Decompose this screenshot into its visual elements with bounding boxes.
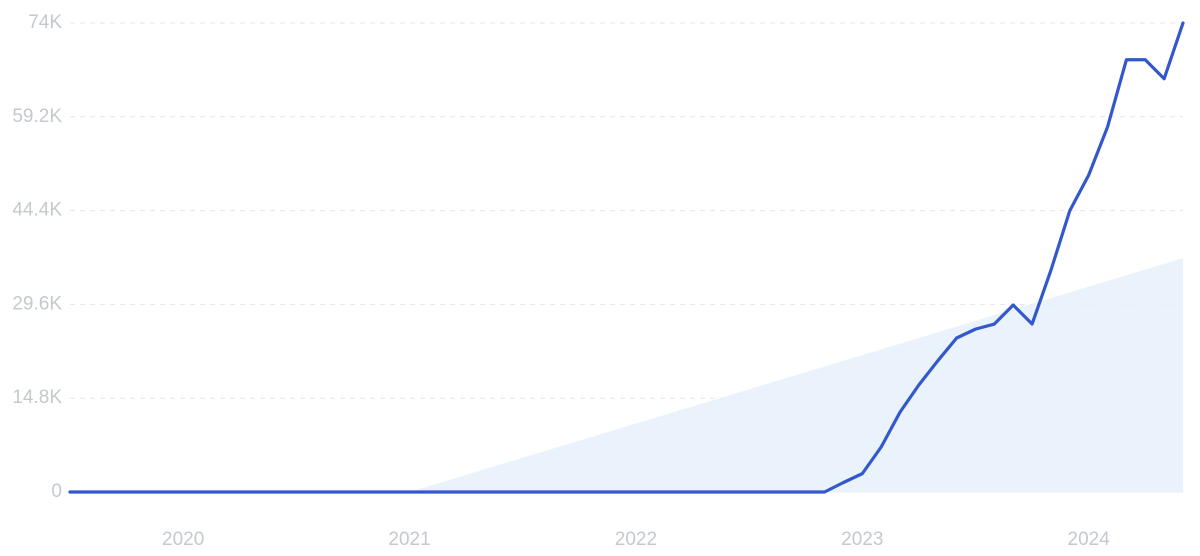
x-tick-label: 2021 [388,529,430,550]
x-tick-label: 2024 [1068,529,1111,550]
y-tick-label: 74K [28,12,62,33]
y-tick-label: 59.2K [12,106,62,127]
trend-line [68,21,1185,494]
trend-area [409,258,1183,492]
x-tick-label: 2022 [615,529,657,550]
y-tick-label: 29.6K [12,293,62,314]
y-tick-label: 0 [51,481,62,502]
y-tick-label: 44.4K [12,200,62,221]
x-tick-label: 2020 [162,529,204,550]
y-tick-label: 14.8K [12,387,62,408]
x-tick-label: 2023 [841,529,883,550]
